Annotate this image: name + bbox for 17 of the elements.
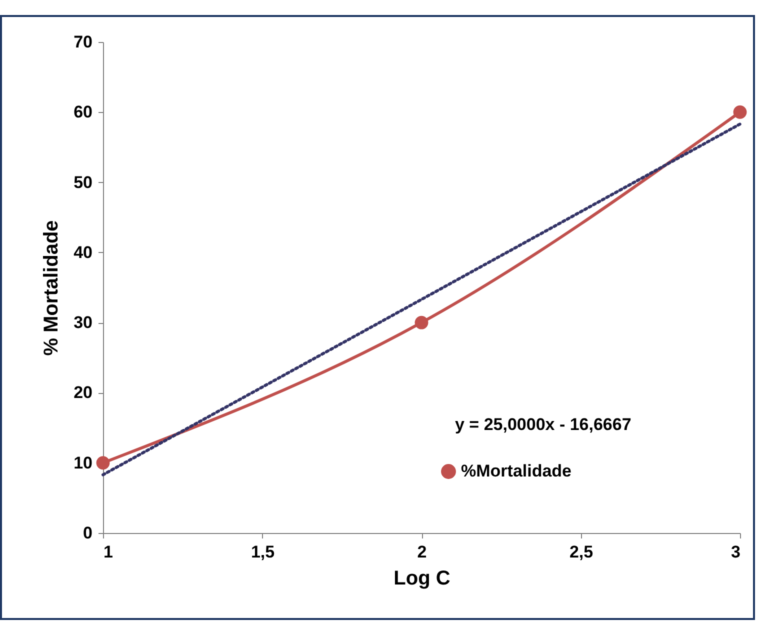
x-tick-label: 1,5 [250,542,275,562]
x-tick-label: 2 [417,542,427,562]
y-tick-label: 20 [74,383,92,402]
y-tick-label: 60 [74,102,92,122]
annotation: y = 25,0000x - 16,6667 [455,415,632,434]
x-tick-label: 3 [731,542,740,562]
y-tick-label: 30 [74,313,92,332]
x-tick-label: 1 [104,542,113,562]
legend-label: %Mortalidade [461,462,572,480]
y-tick-label: 40 [74,242,92,262]
y-axis-title: % Mortalidade [40,220,63,356]
y-tick-label: 70 [74,32,92,52]
x-axis-title: Log C [394,568,450,590]
y-tick-label: 50 [74,172,92,192]
y-tick-label: 10 [74,453,92,472]
x-tick-label: 2,5 [569,542,594,562]
y-tick-label: 0 [83,524,92,542]
